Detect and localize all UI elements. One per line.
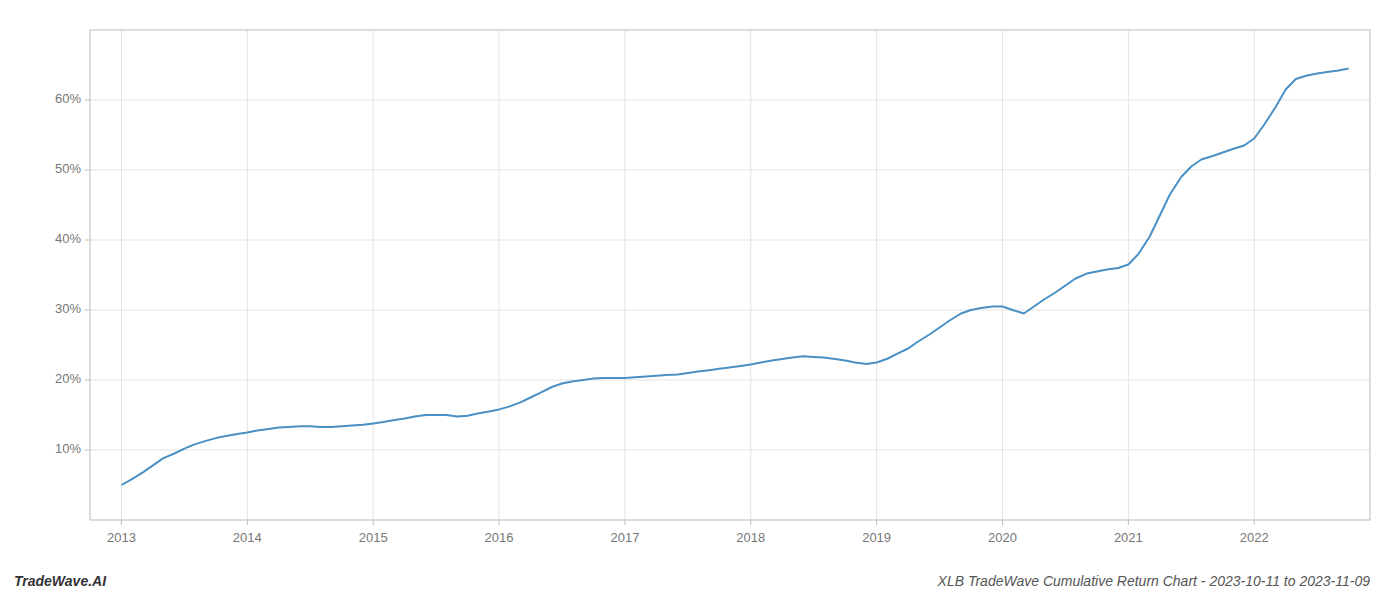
x-tick xyxy=(750,520,751,525)
x-tick xyxy=(121,520,122,525)
x-grid-line xyxy=(1254,30,1255,520)
x-tick-label: 2021 xyxy=(1114,530,1143,545)
y-tick xyxy=(85,170,90,171)
x-tick-label: 2019 xyxy=(862,530,891,545)
x-grid-line xyxy=(499,30,500,520)
y-grid-line xyxy=(90,100,1370,101)
y-tick-label: 40% xyxy=(55,231,81,246)
title: XLB TradeWave Cumulative Return Chart - … xyxy=(937,573,1371,589)
plot-frame xyxy=(90,30,1370,520)
y-grid-line xyxy=(90,240,1370,241)
x-tick-label: 2017 xyxy=(610,530,639,545)
x-grid-line xyxy=(876,30,877,520)
x-tick xyxy=(247,520,248,525)
x-tick xyxy=(499,520,500,525)
y-tick xyxy=(85,380,90,381)
y-tick-label: 50% xyxy=(55,161,81,176)
x-tick xyxy=(624,520,625,525)
x-grid-line xyxy=(121,30,122,520)
x-tick xyxy=(876,520,877,525)
x-tick xyxy=(1128,520,1129,525)
y-tick xyxy=(85,310,90,311)
x-tick-label: 2022 xyxy=(1240,530,1269,545)
x-grid-line xyxy=(624,30,625,520)
x-tick xyxy=(1254,520,1255,525)
x-grid-line xyxy=(750,30,751,520)
axes: 10% 20% 30% 40% 50% 60% 2013 2014 2015 2016 2017 20… xyxy=(55,91,1269,545)
x-tick-label: 2018 xyxy=(736,530,765,545)
x-tick-label: 2015 xyxy=(359,530,388,545)
x-grid-line xyxy=(1002,30,1003,520)
x-tick-label: 2014 xyxy=(233,530,262,545)
y-tick-label: 60% xyxy=(55,91,81,106)
x-grid-line xyxy=(247,30,248,520)
x-tick-label: 2016 xyxy=(485,530,514,545)
x-grid-line xyxy=(1128,30,1129,520)
y-tick-label: 20% xyxy=(55,371,81,386)
y-grid-line xyxy=(90,170,1370,171)
line xyxy=(121,69,1348,486)
y-grid-line xyxy=(90,310,1370,311)
plot-area xyxy=(121,69,1348,486)
x-tick-label: 2020 xyxy=(988,530,1017,545)
x-tick xyxy=(1002,520,1003,525)
y-tick-label: 30% xyxy=(55,301,81,316)
y-grid-line xyxy=(90,380,1370,381)
y-tick xyxy=(85,240,90,241)
chart: 10% 20% 30% 40% 50% 60% 2013 2014 2015 2016 2017 20… xyxy=(0,0,1400,600)
x-grid-line xyxy=(373,30,374,520)
y-grid-line xyxy=(90,450,1370,451)
watermark: TradeWave.AI xyxy=(14,573,107,589)
y-tick xyxy=(85,100,90,101)
grid xyxy=(90,30,1370,520)
y-tick-label: 10% xyxy=(55,441,81,456)
y-tick xyxy=(85,450,90,451)
x-tick xyxy=(373,520,374,525)
x-tick-label: 2013 xyxy=(107,530,136,545)
